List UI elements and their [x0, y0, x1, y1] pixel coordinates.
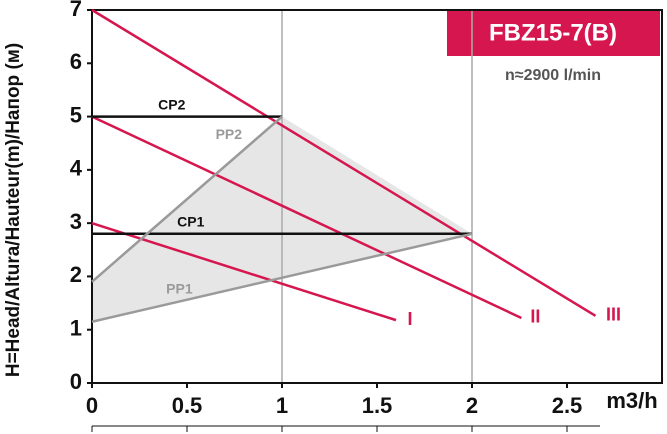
- series-label: PP2: [216, 126, 243, 142]
- y-tick-label: 4: [70, 156, 83, 181]
- x-tick-label: 0: [86, 393, 98, 418]
- y-tick-label: 5: [70, 102, 82, 127]
- series-label: II: [530, 307, 540, 327]
- x-tick-label: 2.5: [552, 393, 583, 418]
- y-tick-label: 1: [70, 316, 82, 341]
- series-label: CP1: [177, 214, 204, 230]
- x-tick-label: 2: [466, 393, 478, 418]
- y-tick-label: 3: [70, 209, 82, 234]
- series-label: PP1: [166, 280, 193, 296]
- y-tick-label: 2: [70, 262, 82, 287]
- x-axis-label: m3/h: [606, 388, 657, 413]
- series-label: I: [407, 309, 412, 329]
- y-tick-label: 0: [70, 369, 82, 394]
- series-line: [91, 115, 522, 320]
- series-label: CP2: [158, 96, 185, 112]
- plot-frame: [91, 9, 663, 384]
- y-tick-label: 7: [70, 0, 82, 21]
- series-label: III: [606, 305, 621, 325]
- series-line: [91, 115, 283, 283]
- x-tick-label: 1: [276, 393, 288, 418]
- x-tick-label: 0.5: [172, 393, 203, 418]
- x-tick-label: 1.5: [362, 393, 393, 418]
- y-axis-label: H=Head/Altura/Hauteur(m)/Напор (м): [3, 43, 24, 377]
- series-line: [91, 232, 473, 323]
- chart-title: FBZ15-7(B): [489, 19, 617, 46]
- series-line: [91, 8, 597, 317]
- title-box: [447, 10, 660, 56]
- y-tick-label: 6: [70, 49, 82, 74]
- subtitle: n≈2900 l/min: [505, 67, 601, 84]
